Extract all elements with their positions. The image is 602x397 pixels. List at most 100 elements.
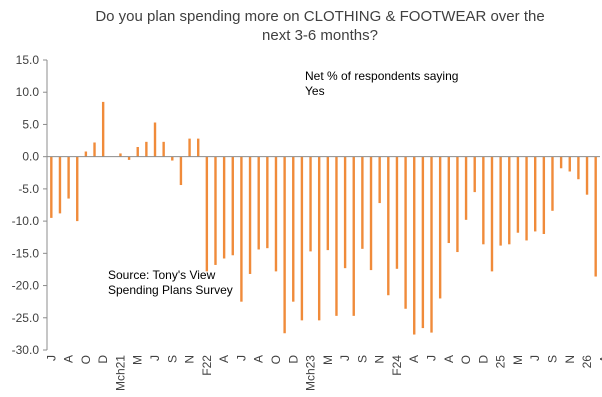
bar (101, 101, 105, 157)
bar (248, 156, 252, 274)
bar (162, 141, 165, 157)
bar (361, 156, 364, 249)
x-tick-label: N (373, 355, 387, 364)
bar (274, 156, 278, 272)
x-tick-label: J (44, 355, 58, 361)
bars-group (50, 101, 597, 335)
bar (430, 156, 433, 333)
bar (179, 156, 183, 186)
bar (93, 142, 96, 157)
x-tick-label: J (148, 355, 162, 361)
bar (413, 156, 416, 335)
bar (568, 156, 571, 172)
bar (231, 156, 234, 256)
x-tick-label: O (459, 355, 473, 364)
x-tick-label: S (165, 355, 179, 363)
bar (197, 138, 200, 157)
annotation-net-respondents: Net % of respondents saying Yes (305, 69, 459, 98)
x-tick-label: Mch21 (113, 355, 127, 391)
y-tick-label: 5.0 (22, 117, 39, 131)
x-tick-label: J (234, 355, 248, 361)
y-tick-label: 0.0 (22, 150, 39, 164)
bar (266, 156, 269, 249)
x-tick-label: F24 (390, 355, 404, 376)
bar (326, 156, 330, 251)
bar (171, 156, 174, 161)
x-tick-label: N (563, 355, 577, 364)
x-tick-label: A (597, 355, 602, 363)
bar (516, 156, 520, 233)
bar (473, 156, 476, 193)
bar (577, 156, 580, 180)
bar (67, 156, 70, 199)
x-tick-label: A (217, 355, 231, 363)
x-tick-label: M (131, 355, 145, 365)
bar (145, 141, 148, 157)
y-tick-label: -5.0 (18, 182, 39, 196)
bar (421, 156, 425, 329)
x-tick-label: J (338, 355, 352, 361)
bar (127, 156, 131, 160)
x-tick-label: O (269, 355, 283, 364)
bar (542, 156, 546, 234)
bar (559, 156, 563, 169)
bar (404, 156, 407, 309)
bar (222, 156, 226, 259)
y-tick-label: -20.0 (12, 279, 40, 293)
x-tick-label: Mch23 (304, 355, 318, 391)
bar (283, 156, 286, 334)
x-tick-label: J (528, 355, 542, 361)
x-tick-label: N (183, 355, 197, 364)
y-tick-label: -30.0 (12, 343, 40, 357)
chart-title: Do you plan spending more on CLOTHING & … (95, 8, 545, 44)
bar (352, 156, 355, 316)
y-tick-label: 15.0 (16, 53, 40, 67)
x-tick-label: O (79, 355, 93, 364)
bar (119, 153, 122, 157)
x-tick-label: A (407, 355, 421, 363)
bar (317, 156, 321, 321)
bar (585, 156, 589, 195)
x-tick-label: S (355, 355, 369, 363)
bar (257, 156, 260, 250)
y-tick-label: 10.0 (16, 85, 40, 99)
x-tick-label: D (96, 355, 110, 364)
x-tick-label: M (511, 355, 525, 365)
bar (153, 122, 157, 157)
bar (482, 156, 485, 245)
bar (551, 156, 554, 211)
x-tick-label: A (62, 355, 76, 363)
x-tick-label: F22 (200, 355, 214, 376)
x-tick-label: M (321, 355, 335, 365)
bar (240, 156, 243, 302)
x-tick-label: D (476, 355, 490, 364)
bar (456, 156, 459, 253)
bar (594, 156, 597, 277)
bar (395, 156, 399, 269)
x-tick-label: 25 (494, 355, 508, 369)
bar (188, 138, 191, 157)
y-tick-label: -15.0 (12, 246, 40, 260)
x-tick-label: J (425, 355, 439, 361)
bar (343, 156, 347, 269)
bar (50, 156, 53, 218)
bar (499, 156, 502, 246)
bar (447, 156, 450, 244)
bar (309, 156, 312, 252)
bar (335, 156, 338, 316)
x-tick-label: D (286, 355, 300, 364)
bar (214, 156, 217, 265)
bar (76, 156, 79, 222)
annotation-source: Source: Tony's View Spending Plans Surve… (108, 268, 233, 297)
x-tick-label: A (252, 355, 266, 363)
y-axis: 15.0 10.0 5.0 0.0 -5.0 -10.0 -15.0 -20.0 -25.0 -3… (12, 53, 48, 357)
bar (292, 156, 295, 302)
bar (84, 151, 88, 157)
bar (387, 156, 390, 296)
bar (369, 156, 373, 271)
x-tick-label: A (442, 355, 456, 363)
bar (205, 156, 209, 272)
bar (136, 147, 139, 157)
bar (534, 156, 537, 232)
